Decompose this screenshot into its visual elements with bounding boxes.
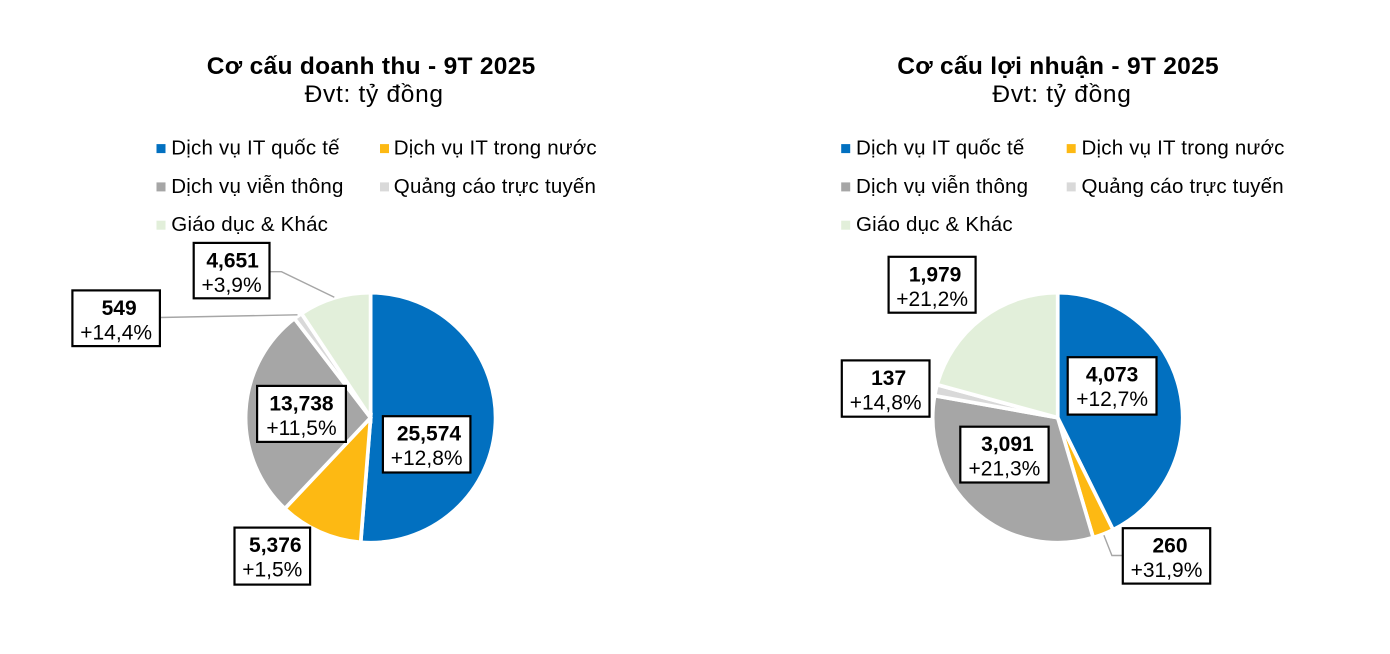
svg-text:Quảng cáo trực tuyến: Quảng cáo trực tuyến: [1082, 175, 1284, 198]
svg-text:Dịch vụ IT quốc tế: Dịch vụ IT quốc tế: [856, 137, 1025, 160]
svg-text:+14,4%: +14,4%: [80, 321, 152, 344]
svg-text:13,738: 13,738: [269, 392, 334, 415]
svg-text:Đvt: tỷ đồng: Đvt: tỷ đồng: [305, 81, 444, 108]
svg-text:137: 137: [871, 367, 906, 390]
svg-text:Giáo dục & Khác: Giáo dục & Khác: [856, 213, 1013, 236]
svg-text:Dịch vụ IT trong nước: Dịch vụ IT trong nước: [394, 137, 597, 160]
svg-text:Quảng cáo trực tuyến: Quảng cáo trực tuyến: [394, 175, 596, 198]
svg-text:5,376: 5,376: [249, 534, 302, 557]
svg-text:4,651: 4,651: [206, 249, 259, 272]
svg-text:+31,9%: +31,9%: [1131, 559, 1203, 582]
svg-text:1,979: 1,979: [909, 263, 962, 286]
svg-text:Dịch vụ IT quốc tế: Dịch vụ IT quốc tế: [171, 137, 340, 160]
svg-text:4,073: 4,073: [1086, 364, 1139, 387]
svg-text:Dịch vụ IT trong nước: Dịch vụ IT trong nước: [1082, 137, 1285, 160]
svg-text:3,091: 3,091: [981, 433, 1034, 456]
svg-text:+12,7%: +12,7%: [1076, 388, 1148, 411]
svg-text:Dịch vụ viễn thông: Dịch vụ viễn thông: [171, 175, 343, 198]
svg-text:549: 549: [102, 297, 137, 320]
svg-text:+21,2%: +21,2%: [896, 288, 968, 311]
svg-text:260: 260: [1152, 535, 1187, 558]
svg-text:25,574: 25,574: [397, 423, 462, 446]
svg-text:Dịch vụ viễn thông: Dịch vụ viễn thông: [856, 175, 1028, 198]
svg-text:Cơ cấu lợi nhuận - 9T 2025: Cơ cấu lợi nhuận - 9T 2025: [897, 53, 1219, 80]
svg-text:Đvt: tỷ đồng: Đvt: tỷ đồng: [992, 81, 1131, 108]
svg-text:+14,8%: +14,8%: [850, 391, 922, 414]
svg-text:+1,5%: +1,5%: [242, 559, 302, 582]
svg-text:Giáo dục & Khác: Giáo dục & Khác: [171, 213, 328, 236]
svg-text:+12,8%: +12,8%: [391, 447, 463, 470]
svg-text:+3,9%: +3,9%: [202, 274, 262, 297]
svg-text:+21,3%: +21,3%: [969, 458, 1041, 481]
svg-text:Cơ cấu doanh thu - 9T 2025: Cơ cấu doanh thu - 9T 2025: [207, 53, 536, 80]
svg-text:+11,5%: +11,5%: [266, 417, 336, 440]
